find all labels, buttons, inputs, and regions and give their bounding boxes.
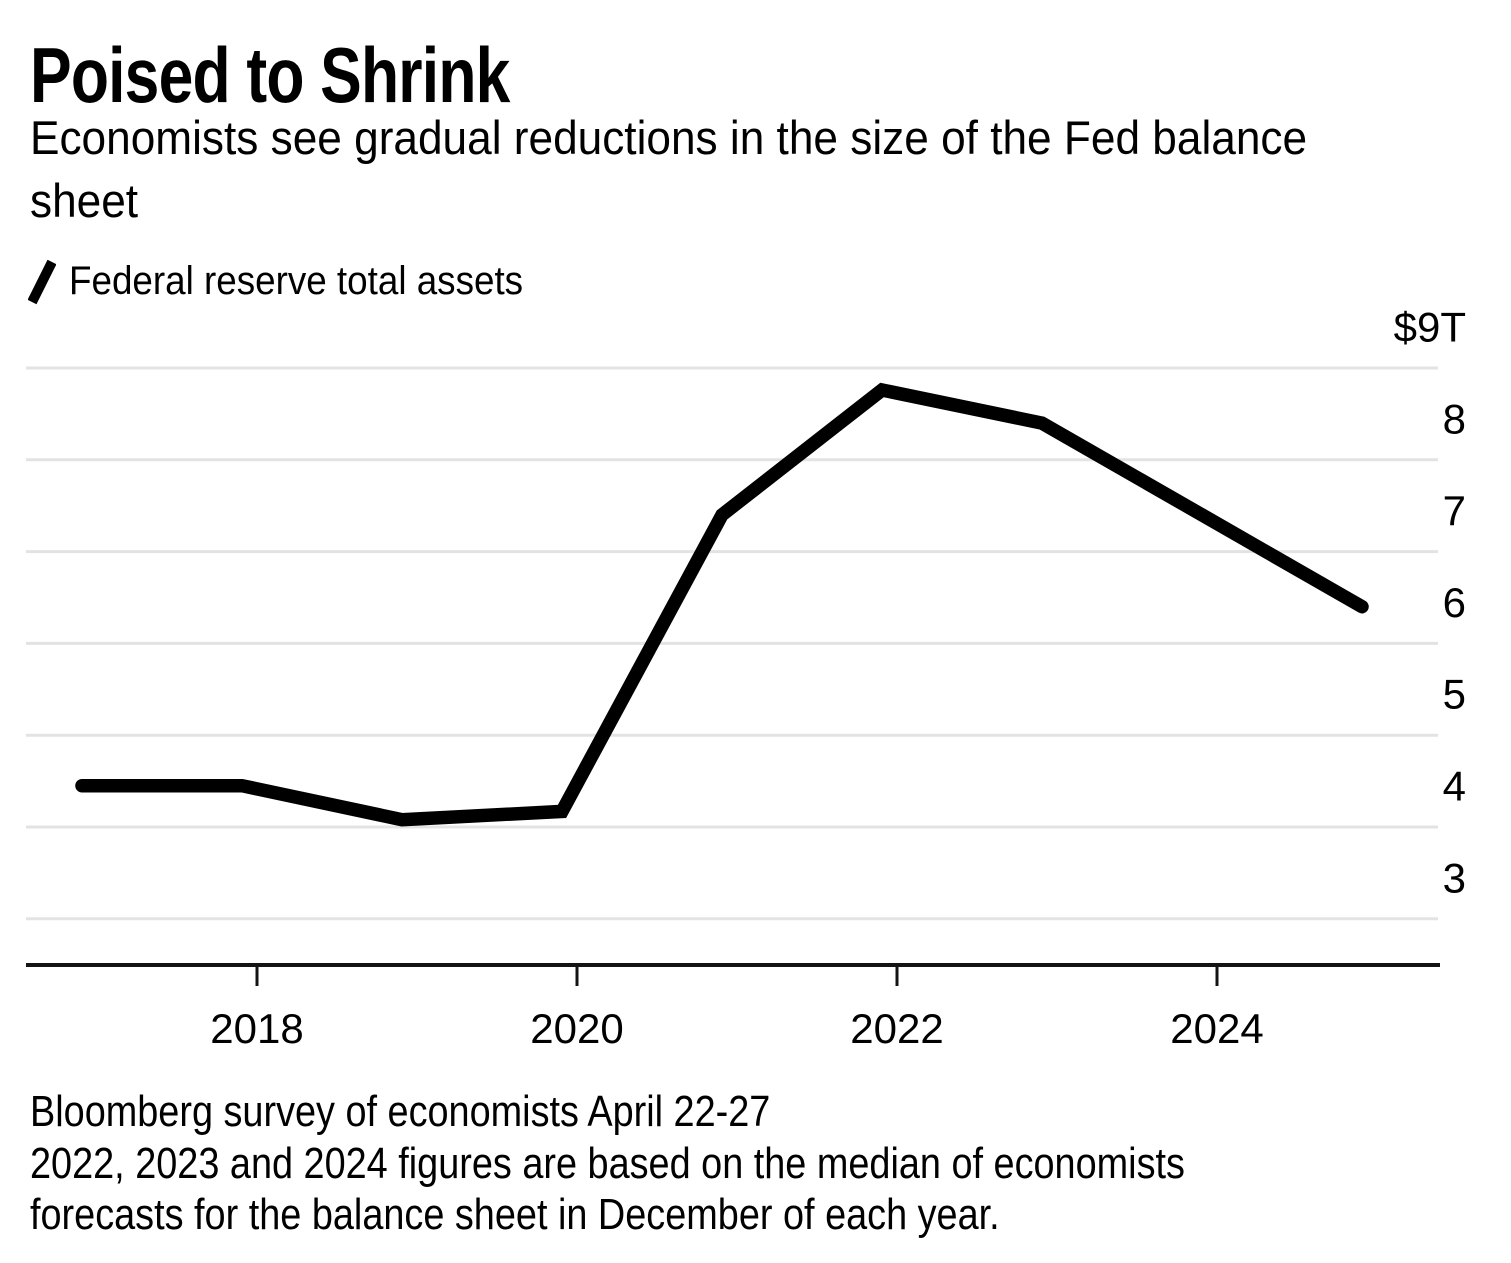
y-axis-label: 3 <box>1443 854 1466 901</box>
y-axis-label: 8 <box>1443 395 1466 442</box>
chart-subtitle: Economists see gradual reductions in the… <box>30 106 1307 232</box>
x-axis-label: 2022 <box>850 1005 943 1052</box>
legend-series-label: Federal reserve total assets <box>69 259 524 303</box>
chart-subtitle-line-2: sheet <box>30 174 139 227</box>
x-axis-label: 2020 <box>530 1005 623 1052</box>
source-note: Bloomberg survey of economists April 22-… <box>30 1086 1185 1241</box>
chart-subtitle-line-1: Economists see gradual reductions in the… <box>30 111 1308 164</box>
y-axis-label: 6 <box>1443 579 1466 626</box>
y-axis-label: 4 <box>1443 763 1466 810</box>
chart-title: Poised to Shrink <box>30 31 510 119</box>
data-line-fed-total-assets <box>75 382 1369 827</box>
source-note-line-1: Bloomberg survey of economists April 22-… <box>30 1087 771 1136</box>
legend: Federal reserve total assets <box>28 256 563 306</box>
line-chart: 2018 2020 2022 2024 $9T 8 7 6 5 4 3 <box>26 304 1466 1052</box>
y-axis-label: $9T <box>1394 304 1466 351</box>
x-axis-label: 2024 <box>1170 1005 1263 1052</box>
source-note-line-3: forecasts for the balance sheet in Decem… <box>30 1190 1000 1239</box>
y-axis-label: 7 <box>1443 487 1466 534</box>
source-note-line-2: 2022, 2023 and 2024 figures are based on… <box>30 1138 1185 1188</box>
y-axis-label: 5 <box>1443 671 1466 718</box>
x-axis-label: 2018 <box>210 1005 303 1052</box>
legend-line-icon <box>28 259 56 305</box>
